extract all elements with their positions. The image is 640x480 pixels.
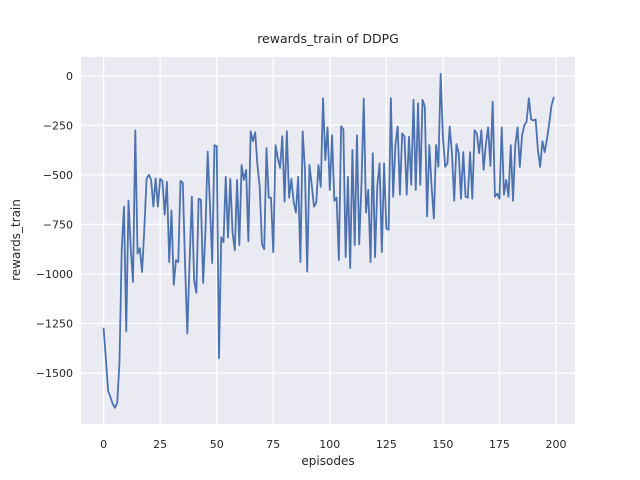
y-axis-label: rewards_train — [9, 199, 23, 281]
x-tick-label: 150 — [432, 438, 453, 451]
x-tick-label: 175 — [489, 438, 510, 451]
x-axis-label: episodes — [301, 454, 355, 468]
x-tick-label: 100 — [319, 438, 340, 451]
y-tick-label: −250 — [43, 119, 73, 132]
y-tick-label: 0 — [66, 70, 73, 83]
y-tick-label: −500 — [43, 169, 73, 182]
x-tick-label: 50 — [210, 438, 224, 451]
y-tick-label: −1000 — [36, 268, 73, 281]
plot-area — [81, 57, 575, 424]
y-tick-label: −1250 — [36, 318, 73, 331]
series-line-rewards_train — [102, 72, 555, 409]
x-tick-label: 125 — [376, 438, 397, 451]
y-tick-label: −1500 — [36, 367, 73, 380]
chart-title: rewards_train of DDPG — [257, 31, 399, 46]
x-tick-label: 0 — [100, 438, 107, 451]
x-tick-label: 200 — [546, 438, 567, 451]
x-tick-label: 75 — [266, 438, 280, 451]
y-tick-label: −750 — [43, 218, 73, 231]
x-tick-label: 25 — [153, 438, 167, 451]
